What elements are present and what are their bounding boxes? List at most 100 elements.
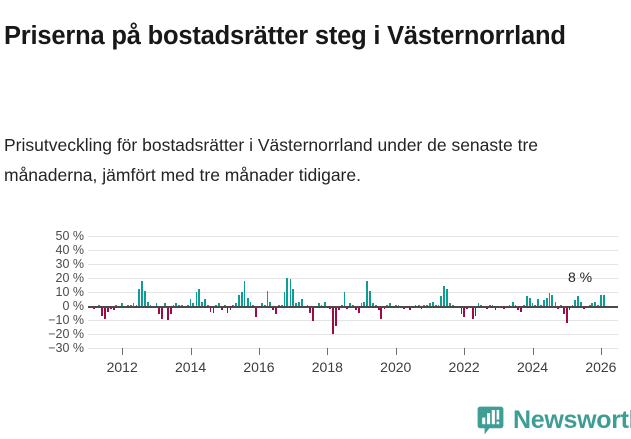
bar: [317, 303, 320, 306]
bar: [551, 294, 554, 306]
bar: [312, 306, 314, 322]
bar: [246, 297, 249, 306]
bar: [115, 304, 118, 306]
bar: [149, 304, 152, 306]
last-value-annotation: 8 %: [568, 269, 593, 285]
x-axis-tick: [464, 348, 466, 355]
bar: [181, 304, 183, 306]
bar: [200, 301, 203, 306]
x-axis-tick-label: 2018: [311, 359, 343, 375]
bar: [232, 304, 235, 306]
bar: [540, 304, 542, 306]
bar: [98, 304, 101, 306]
bar: [577, 296, 579, 306]
bar: [263, 304, 266, 306]
bar: [309, 306, 312, 313]
bar: [471, 306, 474, 319]
bar: [460, 306, 463, 315]
bar: [600, 294, 602, 306]
bar: [448, 303, 451, 306]
bar: [537, 299, 540, 306]
y-axis-tick-label: −10 %: [48, 313, 84, 327]
bar: [474, 306, 477, 316]
bar: [252, 304, 255, 306]
bar: [437, 304, 440, 306]
zero-line: [88, 306, 618, 308]
bar: [272, 306, 275, 311]
bar: [563, 306, 565, 315]
page-title: Priserna på bostadsrätter steg i Västern…: [4, 22, 566, 51]
bar: [186, 304, 189, 306]
x-axis-tick: [327, 348, 329, 355]
bar: [332, 306, 335, 334]
x-axis-tick: [600, 348, 602, 355]
bar: [161, 306, 164, 319]
bar: [212, 306, 215, 313]
bar: [158, 306, 160, 315]
bar: [255, 306, 258, 318]
bar: [366, 280, 369, 306]
bar: [548, 293, 551, 306]
bar: [127, 304, 129, 306]
bar: [477, 303, 480, 306]
bar: [172, 304, 175, 306]
bar: [565, 306, 568, 323]
bar: [283, 292, 286, 306]
y-axis-labels: 50 % 40 % 30 % 20 % 10 % 0 % −10 % −20 % −30 %: [0, 225, 84, 355]
newsworthy-logo: Newsworthy: [477, 404, 631, 436]
x-axis-tick-label: 2022: [448, 359, 480, 375]
bar: [138, 289, 141, 306]
bar: [101, 306, 104, 316]
newsworthy-wordmark: Newsworthy: [513, 405, 631, 434]
bar: [320, 304, 323, 306]
bar: [397, 304, 400, 306]
bar: [155, 303, 158, 306]
bar: [511, 301, 514, 306]
bar: [528, 297, 531, 306]
bar: [597, 304, 600, 306]
bar: [534, 304, 537, 306]
bar: [423, 304, 425, 306]
bar: [275, 306, 277, 315]
x-axis-tick: [190, 348, 192, 355]
bar: [409, 306, 411, 311]
bar: [249, 301, 252, 306]
bar: [429, 303, 431, 306]
bar: [591, 303, 594, 306]
bar: [323, 301, 326, 306]
bar: [260, 303, 263, 306]
bar: [594, 301, 596, 306]
bar: [349, 303, 352, 306]
bar: [542, 300, 545, 306]
bar: [443, 286, 446, 306]
bar: [602, 294, 605, 306]
bar: [488, 304, 491, 306]
gridline: [88, 334, 618, 335]
bar: [132, 303, 135, 306]
bar: [229, 306, 232, 311]
bar: [292, 289, 295, 306]
bar: [371, 303, 374, 306]
bar: [218, 303, 220, 306]
bar: [363, 301, 366, 306]
bar: [568, 306, 571, 311]
bar: [238, 294, 241, 306]
gridline: [88, 250, 618, 251]
y-axis-tick-label: −20 %: [48, 327, 84, 341]
bar: [277, 304, 280, 306]
bar: [198, 289, 200, 306]
bar: [195, 292, 198, 306]
x-axis-tick-label: 2016: [243, 359, 275, 375]
bar: [306, 304, 309, 306]
bar: [112, 306, 115, 311]
bar: [189, 299, 192, 306]
bar: [106, 306, 109, 312]
y-axis-tick-label: 40 %: [55, 243, 85, 257]
bar: [588, 304, 591, 306]
bar: [414, 304, 417, 306]
bar: [360, 303, 363, 306]
gridline: [88, 278, 618, 279]
x-axis-tick: [532, 348, 534, 355]
bar: [520, 306, 523, 312]
